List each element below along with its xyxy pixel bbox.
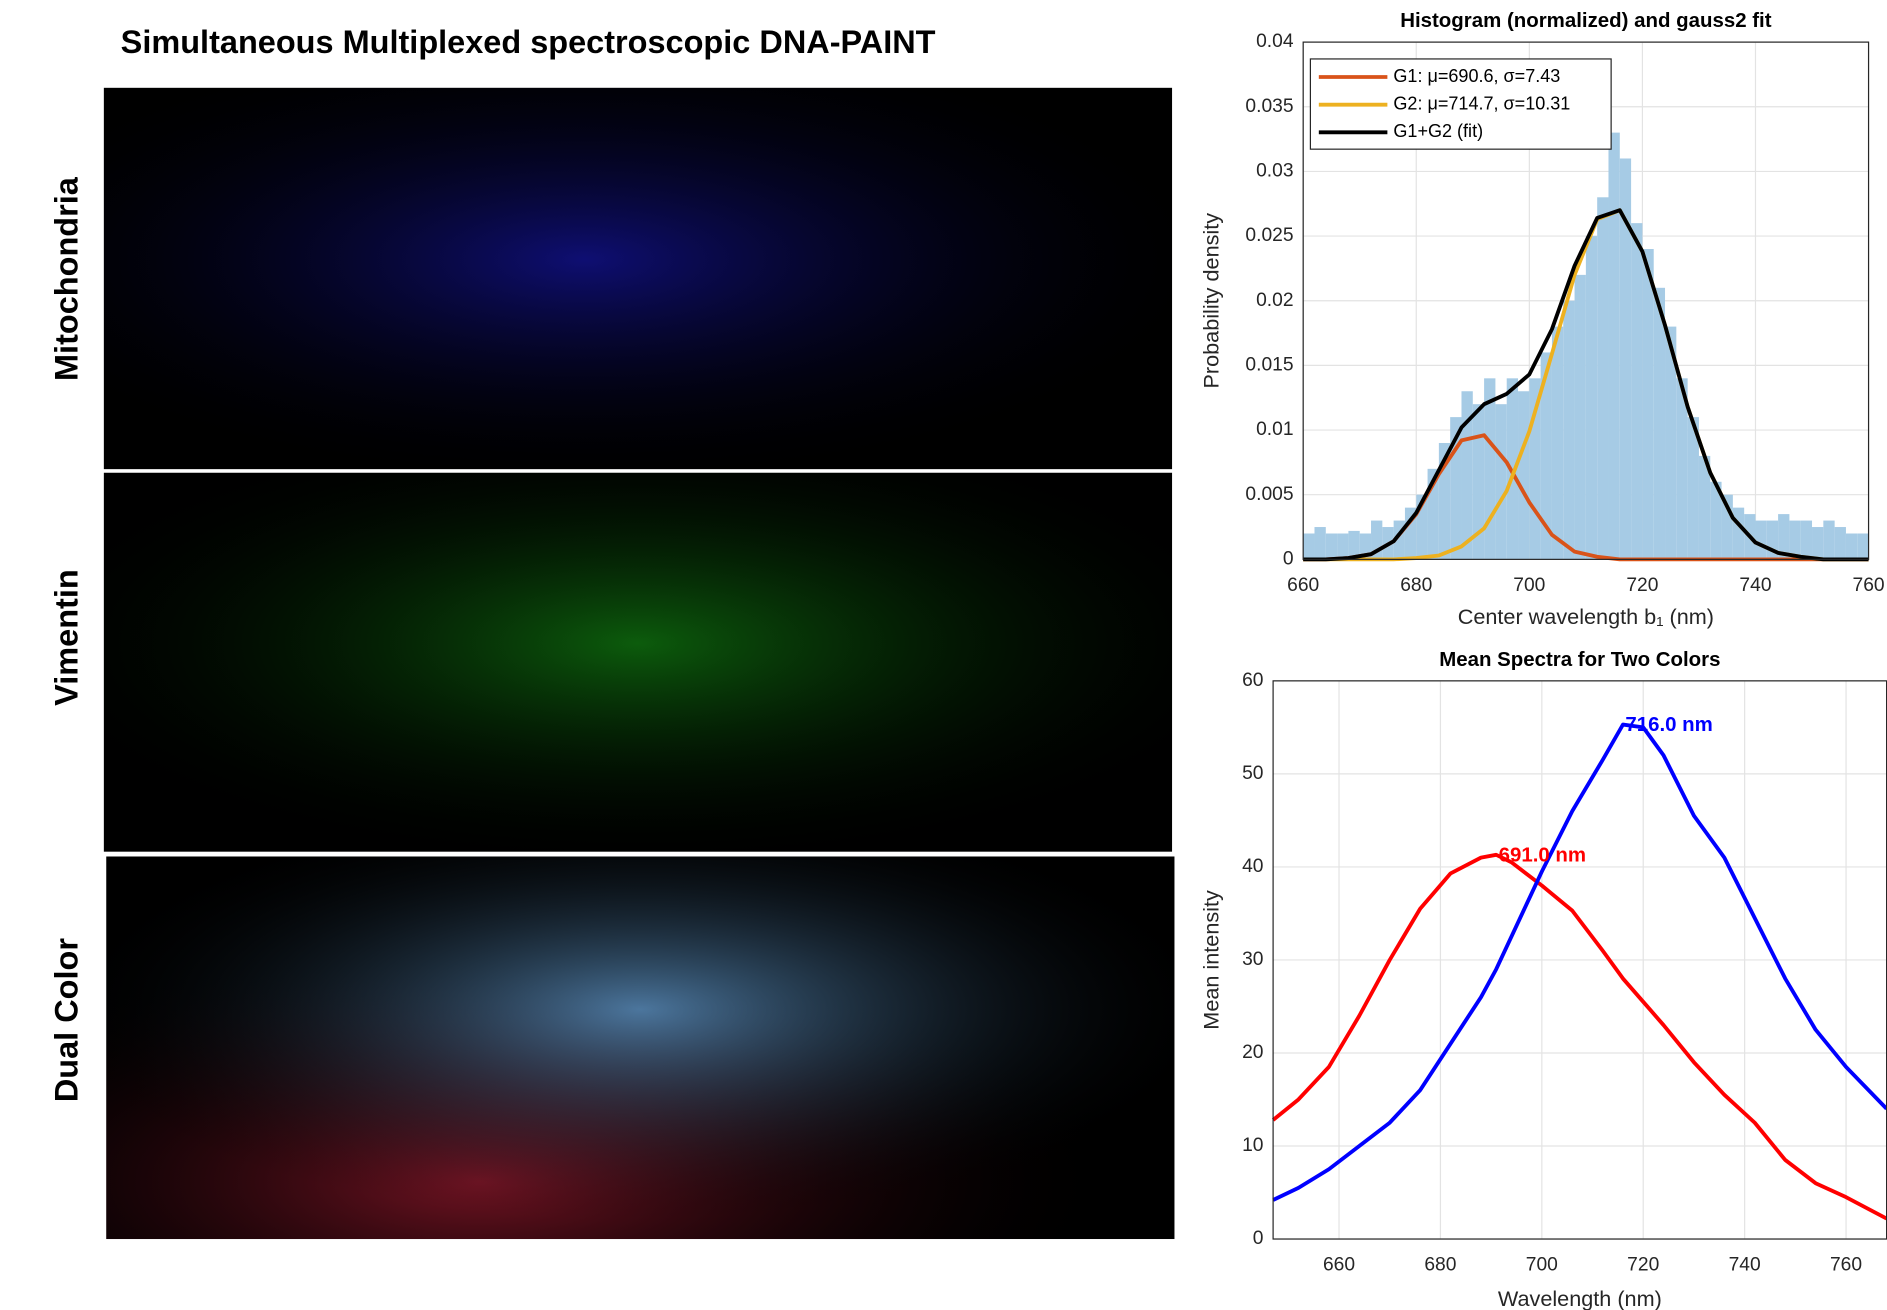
histogram-bar bbox=[1619, 158, 1632, 560]
y-tick-label: 60 bbox=[1242, 670, 1263, 691]
y-tick-label: 0 bbox=[1283, 548, 1294, 569]
histogram-bar bbox=[1529, 378, 1541, 560]
x-axis-label: Center wavelength b₁ (nm) bbox=[1458, 604, 1714, 629]
histogram-bar bbox=[1665, 326, 1677, 560]
histogram-bar bbox=[1563, 300, 1575, 560]
histogram-bar bbox=[1608, 132, 1620, 560]
histogram-bar bbox=[1585, 236, 1598, 560]
histogram-bar bbox=[1698, 455, 1711, 560]
y-tick-label: 10 bbox=[1242, 1135, 1263, 1156]
histogram-bar bbox=[1551, 326, 1564, 560]
x-tick-label: 760 bbox=[1830, 1255, 1862, 1276]
y-tick-label: 30 bbox=[1242, 949, 1263, 970]
chart-title: Mean Spectra for Two Colors bbox=[1439, 648, 1720, 671]
y-tick-label: 0.02 bbox=[1256, 290, 1293, 311]
series-line bbox=[1272, 722, 1887, 1202]
histogram-bar bbox=[1495, 404, 1507, 560]
histogram-bar bbox=[1653, 287, 1666, 560]
legend-label: G2: μ=714.7, σ=10.31 bbox=[1393, 93, 1570, 113]
histogram-bar bbox=[1812, 527, 1824, 560]
histogram-bar bbox=[1789, 520, 1801, 560]
legend-label: G1+G2 (fit) bbox=[1393, 121, 1483, 141]
x-tick-label: 700 bbox=[1526, 1255, 1558, 1276]
histogram-bar bbox=[1472, 404, 1485, 560]
histogram-bar bbox=[1393, 520, 1405, 560]
y-tick-label: 0.04 bbox=[1256, 31, 1294, 52]
x-tick-label: 740 bbox=[1729, 1255, 1761, 1276]
histogram-bar bbox=[1518, 391, 1530, 560]
y-tick-label: 50 bbox=[1242, 763, 1263, 784]
y-tick-label: 0.005 bbox=[1245, 484, 1293, 505]
legend-label: G1: μ=690.6, σ=7.43 bbox=[1393, 66, 1560, 86]
histogram-bar bbox=[1732, 507, 1745, 560]
panel-label: Dual Color bbox=[49, 938, 85, 1103]
histogram-bar bbox=[1314, 527, 1326, 560]
y-tick-label: 0.015 bbox=[1245, 354, 1293, 375]
x-tick-label: 680 bbox=[1400, 575, 1432, 596]
series-line bbox=[1303, 208, 1869, 562]
histogram-bar bbox=[1597, 197, 1609, 560]
axes-box bbox=[1302, 41, 1870, 560]
y-axis-label: Probability density bbox=[1199, 213, 1224, 389]
annotation: 691.0 nm bbox=[1499, 843, 1586, 866]
histogram-bar bbox=[1450, 417, 1462, 560]
histogram-bar bbox=[1845, 533, 1858, 560]
histogram-bar bbox=[1540, 352, 1552, 560]
histogram-bar bbox=[1721, 494, 1733, 560]
x-tick-label: 660 bbox=[1323, 1255, 1355, 1276]
histogram-bar bbox=[1404, 507, 1417, 560]
histogram-bar bbox=[1857, 533, 1869, 560]
histogram-bar bbox=[1676, 378, 1688, 560]
y-tick-label: 0.01 bbox=[1256, 419, 1293, 440]
histogram-bar bbox=[1755, 520, 1767, 560]
histogram-bar bbox=[1461, 391, 1473, 560]
histogram-bar bbox=[1834, 527, 1846, 560]
x-tick-label: 700 bbox=[1513, 575, 1545, 596]
histogram-bar bbox=[1687, 417, 1699, 560]
y-tick-label: 0.035 bbox=[1245, 96, 1293, 117]
histogram-bar bbox=[1416, 494, 1428, 560]
histogram-bar bbox=[1438, 442, 1451, 560]
histogram-bar bbox=[1337, 533, 1349, 560]
histogram-bar bbox=[1642, 249, 1654, 560]
panel-label: Vimentin bbox=[49, 569, 85, 706]
x-axis-label: Wavelength (nm) bbox=[1498, 1286, 1662, 1310]
y-tick-label: 0.025 bbox=[1245, 225, 1293, 246]
x-tick-label: 760 bbox=[1853, 575, 1885, 596]
histogram-bar bbox=[1766, 520, 1779, 560]
x-tick-label: 740 bbox=[1739, 575, 1771, 596]
y-tick-label: 0 bbox=[1253, 1228, 1264, 1249]
histogram-bar bbox=[1710, 481, 1722, 560]
x-tick-label: 720 bbox=[1627, 1255, 1659, 1276]
histogram-bar bbox=[1359, 533, 1372, 560]
y-tick-label: 0.03 bbox=[1256, 160, 1293, 181]
x-tick-label: 680 bbox=[1424, 1255, 1456, 1276]
vimentin-signal bbox=[103, 472, 1173, 852]
x-tick-label: 720 bbox=[1626, 575, 1658, 596]
histogram-bar bbox=[1303, 533, 1315, 560]
histogram-bar bbox=[1484, 378, 1496, 560]
y-tick-label: 20 bbox=[1242, 1042, 1263, 1063]
histogram-bar bbox=[1574, 274, 1586, 560]
x-tick-label: 660 bbox=[1287, 575, 1319, 596]
y-tick-label: 40 bbox=[1242, 856, 1263, 877]
histogram-bar bbox=[1371, 520, 1383, 560]
histogram-bar bbox=[1823, 520, 1835, 560]
y-axis-label: Mean intensity bbox=[1199, 890, 1224, 1030]
panel-label: Mitochondria bbox=[49, 176, 85, 381]
histogram-bar bbox=[1778, 514, 1790, 560]
series-line bbox=[1271, 852, 1887, 1221]
figure-title: Simultaneous Multiplexed spectroscopic D… bbox=[121, 24, 936, 60]
histogram-bar bbox=[1325, 533, 1338, 560]
dual-color-blue-signal bbox=[106, 856, 1175, 1240]
histogram-bar bbox=[1800, 520, 1813, 560]
histogram-bar bbox=[1348, 530, 1360, 560]
mitochondria-signal bbox=[103, 87, 1173, 470]
histogram-bar bbox=[1427, 468, 1439, 560]
chart-title: Histogram (normalized) and gauss2 fit bbox=[1400, 9, 1772, 32]
annotation: 716.0 nm bbox=[1625, 713, 1712, 736]
histogram-bar bbox=[1631, 223, 1643, 560]
